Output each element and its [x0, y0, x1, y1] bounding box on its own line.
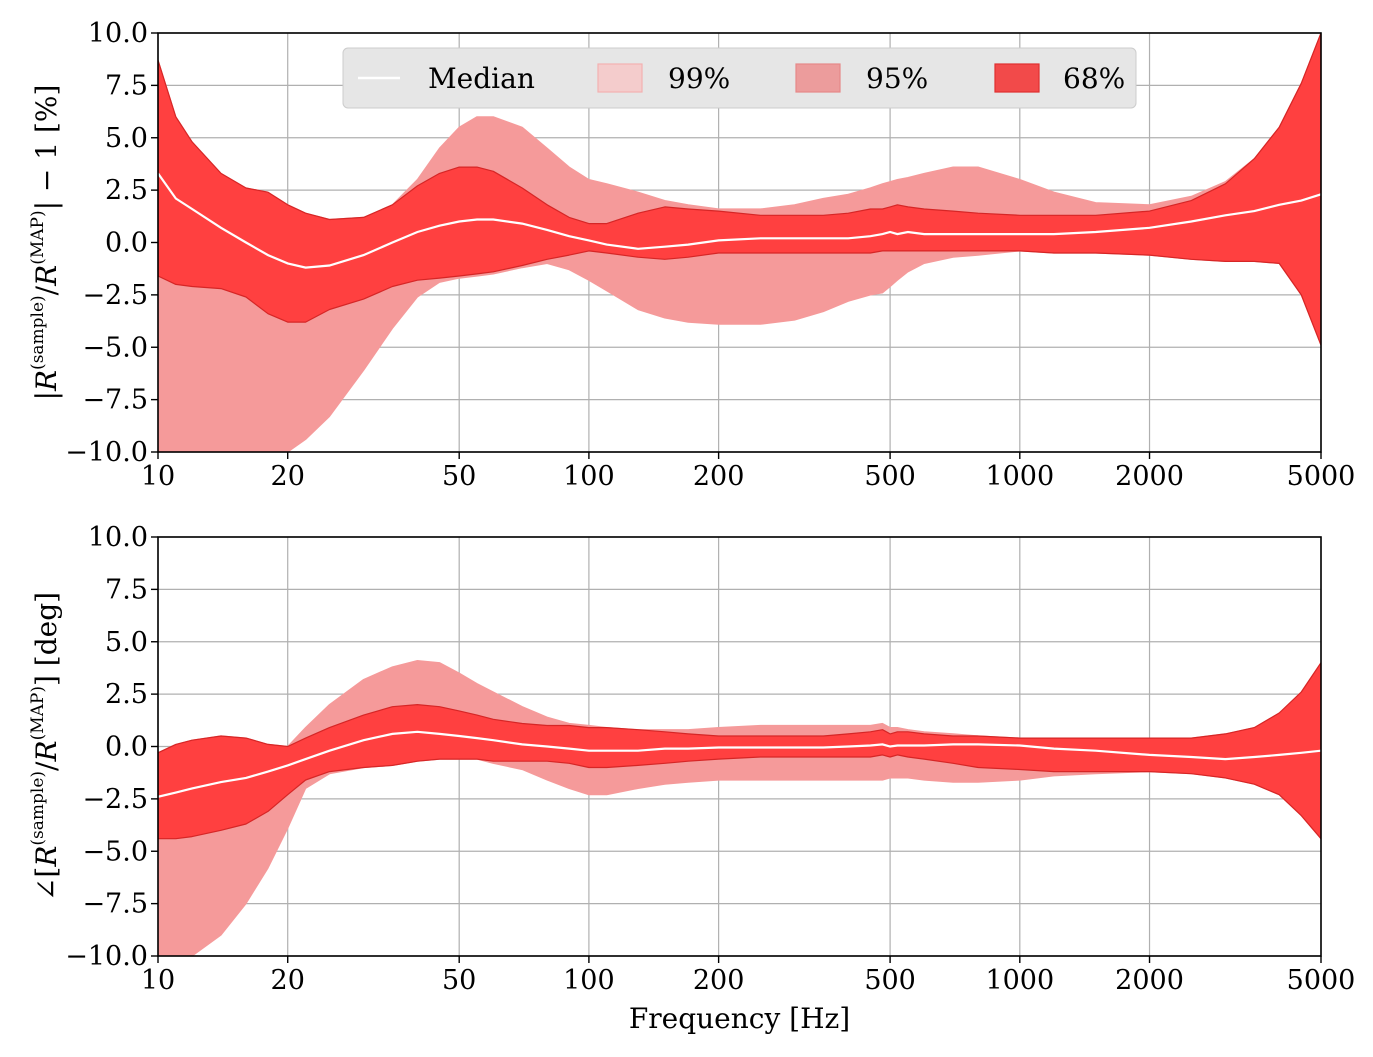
- phase-panel: 10 20 50 100 200 500 1000 2000 5000 −10.0 −7.5 −5.0…: [28, 522, 1355, 1035]
- y-axis-label-pre: ∠[: [30, 867, 63, 901]
- y-tick-label: −5.0: [82, 332, 148, 363]
- y-axis-label-sup2: (MAP): [28, 210, 48, 264]
- y-axis-label-post: ] [deg]: [30, 592, 63, 686]
- y-tick-label: −10.0: [65, 437, 148, 468]
- y-axis-label-sup1: (sample): [28, 295, 48, 370]
- legend-label: 95%: [866, 62, 928, 95]
- legend-label: Median: [428, 62, 535, 95]
- plot-area: [158, 33, 1321, 452]
- x-tick-label: 200: [693, 965, 745, 996]
- x-tick-label: 10: [141, 461, 175, 492]
- y-tick-label: −10.0: [65, 941, 148, 972]
- y-tick-label: 0.0: [105, 732, 148, 763]
- x-tick-label: 100: [563, 965, 615, 996]
- x-tick-label: 1000: [985, 965, 1054, 996]
- x-tick-label: 2000: [1115, 461, 1184, 492]
- legend-swatch: [795, 63, 841, 93]
- x-tick-label: 50: [442, 965, 476, 996]
- legend: Median 99% 95% 68%: [342, 47, 1137, 109]
- y-axis-label: ∠[R(sample)/R(MAP)] [deg]: [28, 592, 63, 901]
- band-68: [158, 662, 1321, 840]
- median-line: [158, 730, 1321, 798]
- y-tick-label: 10.0: [88, 18, 148, 49]
- x-tick-label: 10: [141, 965, 175, 996]
- y-axis-label-slash: /: [30, 761, 63, 771]
- x-axis-label: Frequency [Hz]: [629, 1002, 850, 1035]
- plot-area: [158, 660, 1321, 956]
- y-tick-label: 7.5: [105, 70, 148, 101]
- y-tick-label: 7.5: [105, 574, 148, 605]
- legend-label: 99%: [668, 62, 730, 95]
- y-axis-label-sup2: (MAP): [28, 686, 48, 740]
- y-axis-label-slash: /: [30, 285, 63, 295]
- x-tick-label: 500: [864, 461, 916, 492]
- ticks: 10 20 50 100 200 500 1000 2000 5000 −10.0 −7.5 −5.0…: [65, 522, 1355, 996]
- y-axis-label-r2: R: [30, 740, 63, 762]
- y-axis-label-r2: R: [30, 265, 63, 287]
- y-axis-label-post: | − 1 [%]: [30, 85, 63, 211]
- legend-swatch: [994, 63, 1040, 93]
- x-tick-label: 20: [271, 965, 305, 996]
- y-tick-label: −7.5: [82, 385, 148, 416]
- legend-label: 68%: [1063, 62, 1125, 95]
- x-tick-label: 5000: [1287, 461, 1356, 492]
- x-tick-label: 50: [442, 461, 476, 492]
- band-95: [158, 660, 1321, 956]
- x-tick-label: 1000: [985, 461, 1054, 492]
- legend-box: [342, 47, 1137, 109]
- median-line: [158, 172, 1321, 269]
- band-68: [158, 33, 1321, 346]
- y-tick-label: 10.0: [88, 522, 148, 553]
- y-tick-label: 5.0: [105, 627, 148, 658]
- y-axis-label-r1: R: [30, 370, 63, 392]
- legend-swatch: [597, 63, 643, 93]
- y-tick-label: −2.5: [82, 784, 148, 815]
- y-tick-label: 0.0: [105, 228, 148, 259]
- x-tick-label: 200: [693, 461, 745, 492]
- x-tick-label: 20: [271, 461, 305, 492]
- y-tick-label: −5.0: [82, 836, 148, 867]
- x-tick-label: 500: [864, 965, 916, 996]
- y-tick-label: −2.5: [82, 280, 148, 311]
- y-axis-label-pre: |: [30, 391, 63, 400]
- x-tick-label: 2000: [1115, 965, 1184, 996]
- y-axis-label-sup1: (sample): [28, 771, 48, 846]
- y-tick-label: 2.5: [105, 175, 148, 206]
- magnitude-panel: 10 20 50 100 200 500 1000 2000 5000 −10.0 −7.5 −5.0…: [28, 18, 1355, 492]
- y-tick-label: 2.5: [105, 679, 148, 710]
- y-tick-label: 5.0: [105, 123, 148, 154]
- ticks: 10 20 50 100 200 500 1000 2000 5000 −10.0 −7.5 −5.0…: [65, 18, 1355, 492]
- y-axis-label-r1: R: [30, 846, 63, 868]
- x-tick-label: 5000: [1287, 965, 1356, 996]
- y-tick-label: −7.5: [82, 889, 148, 920]
- y-axis-label: |R(sample)/R(MAP)| − 1 [%]: [28, 85, 63, 401]
- x-tick-label: 100: [563, 461, 615, 492]
